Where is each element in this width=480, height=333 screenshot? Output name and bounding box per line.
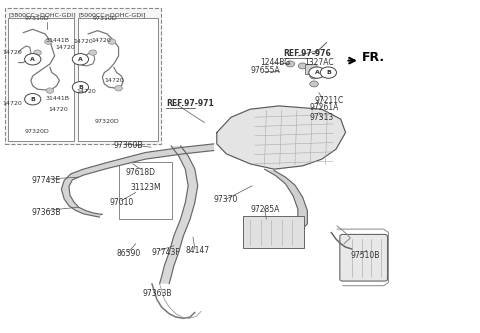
- Text: 14720: 14720: [73, 39, 93, 44]
- Circle shape: [108, 39, 116, 44]
- Text: 97363B: 97363B: [32, 208, 61, 217]
- Text: 97743E: 97743E: [32, 176, 61, 185]
- Text: 97310D: 97310D: [93, 16, 117, 21]
- Text: 97320D: 97320D: [95, 119, 120, 124]
- Text: B: B: [78, 85, 83, 90]
- FancyBboxPatch shape: [78, 18, 157, 141]
- FancyBboxPatch shape: [340, 234, 387, 281]
- Text: 97310D: 97310D: [24, 16, 49, 21]
- Text: 1244BG: 1244BG: [260, 58, 290, 67]
- Text: A: A: [314, 70, 319, 75]
- Circle shape: [310, 73, 318, 79]
- Text: 84147: 84147: [185, 246, 209, 255]
- Text: 14720: 14720: [55, 45, 75, 50]
- FancyBboxPatch shape: [243, 216, 303, 248]
- Circle shape: [89, 50, 96, 55]
- Circle shape: [309, 67, 325, 78]
- Text: 14720: 14720: [2, 50, 22, 55]
- Circle shape: [320, 67, 336, 78]
- FancyBboxPatch shape: [8, 18, 74, 141]
- Circle shape: [24, 94, 41, 105]
- Text: 97285A: 97285A: [250, 204, 279, 214]
- Text: B: B: [30, 97, 35, 102]
- Text: A: A: [30, 57, 35, 62]
- Text: 97655A: 97655A: [250, 66, 280, 75]
- FancyBboxPatch shape: [305, 65, 317, 75]
- Circle shape: [24, 54, 41, 65]
- Text: 97320D: 97320D: [24, 129, 49, 134]
- FancyBboxPatch shape: [5, 8, 161, 144]
- Text: 97313: 97313: [309, 113, 334, 122]
- Circle shape: [299, 63, 307, 69]
- Text: 97743F: 97743F: [152, 248, 180, 257]
- Text: 97360B: 97360B: [114, 141, 144, 151]
- Text: 14720: 14720: [104, 78, 124, 83]
- Text: [5000CC=DOHC-GDI]: [5000CC=DOHC-GDI]: [79, 12, 146, 17]
- Circle shape: [46, 88, 54, 93]
- Polygon shape: [217, 106, 346, 169]
- Text: 31441B: 31441B: [46, 38, 70, 43]
- FancyBboxPatch shape: [119, 162, 172, 219]
- Text: 97261A: 97261A: [309, 103, 339, 112]
- Text: 14720: 14720: [91, 38, 111, 43]
- Text: 97010: 97010: [109, 198, 133, 207]
- Text: 97510B: 97510B: [350, 251, 380, 260]
- Circle shape: [72, 54, 88, 65]
- Circle shape: [34, 50, 41, 55]
- Text: 97211C: 97211C: [314, 96, 343, 105]
- Text: 31441B: 31441B: [46, 96, 70, 101]
- Polygon shape: [159, 146, 198, 284]
- Text: REF.97-971: REF.97-971: [166, 99, 214, 109]
- Text: REF.97-976: REF.97-976: [284, 49, 331, 59]
- Circle shape: [115, 86, 122, 91]
- Text: A: A: [78, 57, 83, 62]
- Circle shape: [72, 82, 88, 93]
- Text: 86590: 86590: [117, 249, 141, 258]
- Text: 97363B: 97363B: [143, 289, 172, 298]
- Circle shape: [45, 39, 52, 44]
- Circle shape: [286, 61, 295, 67]
- Text: 97618D: 97618D: [125, 167, 155, 177]
- Text: 1327AC: 1327AC: [304, 58, 334, 67]
- Text: 14720: 14720: [2, 101, 22, 107]
- Text: 14720: 14720: [48, 107, 68, 112]
- Text: FR.: FR.: [362, 51, 385, 64]
- Circle shape: [310, 81, 318, 87]
- Text: [3800CC>DOHC-GDI]: [3800CC>DOHC-GDI]: [9, 12, 76, 17]
- Text: 31123M: 31123M: [130, 182, 161, 192]
- Text: 97370: 97370: [214, 194, 238, 204]
- Polygon shape: [61, 144, 214, 217]
- Text: 14720: 14720: [77, 89, 96, 94]
- Polygon shape: [264, 169, 307, 240]
- Text: B: B: [326, 70, 331, 75]
